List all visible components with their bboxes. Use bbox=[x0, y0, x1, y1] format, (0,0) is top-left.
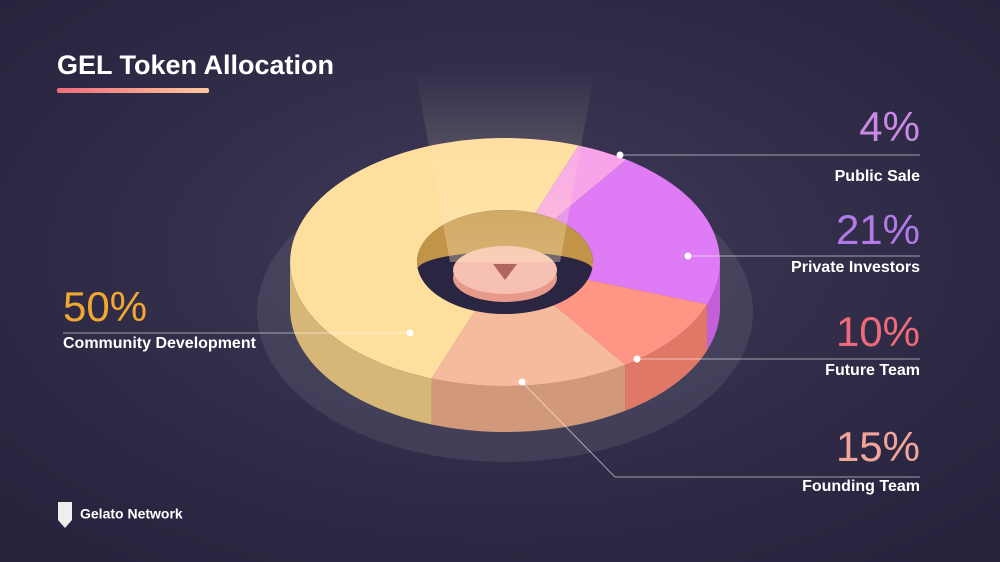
brand-name: Gelato Network bbox=[80, 506, 183, 522]
value-label: 15% bbox=[836, 423, 920, 470]
value-label: 50% bbox=[63, 283, 147, 330]
leader-dot bbox=[406, 329, 414, 337]
slice-side bbox=[431, 364, 626, 432]
slice bbox=[554, 159, 720, 305]
chart-title: GEL Token Allocation bbox=[57, 50, 334, 80]
value-label: 21% bbox=[836, 206, 920, 253]
leader-line bbox=[521, 381, 920, 478]
center-logo bbox=[493, 264, 517, 280]
labels: 4% Public Sale 21% Private Investors 10% Futu… bbox=[63, 103, 920, 495]
slice bbox=[554, 279, 708, 365]
slice-side bbox=[625, 304, 708, 411]
value-label: 10% bbox=[836, 308, 920, 355]
pie bbox=[290, 70, 720, 432]
category-label: Future Team bbox=[825, 362, 920, 379]
light-beam bbox=[415, 70, 595, 262]
value-label: 4% bbox=[859, 103, 920, 150]
leader-dot bbox=[684, 252, 692, 260]
leader-dot bbox=[633, 355, 641, 363]
category-label: Private Investors bbox=[791, 259, 920, 276]
slice-side bbox=[290, 262, 432, 425]
category-label: Community Development bbox=[63, 335, 257, 352]
title-underline bbox=[57, 88, 209, 93]
slice bbox=[431, 305, 626, 386]
slice-side bbox=[707, 262, 720, 351]
category-label: Public Sale bbox=[835, 168, 920, 185]
brand-logo bbox=[58, 502, 72, 528]
leader-dot bbox=[616, 151, 624, 159]
leader-dot bbox=[518, 378, 526, 386]
category-label: Founding Team bbox=[802, 478, 920, 495]
